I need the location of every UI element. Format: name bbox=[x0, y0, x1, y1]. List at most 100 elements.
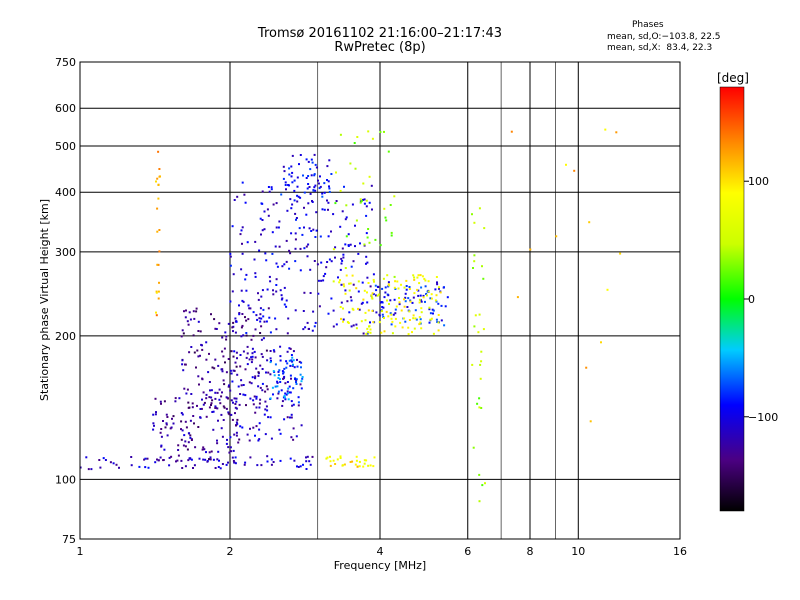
data-point bbox=[395, 305, 398, 308]
data-point bbox=[252, 311, 255, 314]
data-point bbox=[198, 457, 201, 460]
data-point bbox=[290, 175, 293, 178]
data-point bbox=[325, 457, 328, 460]
data-point bbox=[157, 290, 160, 293]
data-point bbox=[372, 278, 375, 281]
data-point bbox=[227, 358, 230, 360]
data-point bbox=[240, 326, 243, 329]
data-point bbox=[243, 193, 246, 196]
data-point bbox=[184, 363, 186, 366]
data-point bbox=[403, 305, 406, 308]
data-point bbox=[321, 195, 324, 198]
data-point bbox=[305, 245, 308, 248]
data-point bbox=[379, 244, 382, 247]
data-point bbox=[424, 300, 426, 303]
data-point bbox=[156, 263, 159, 266]
data-point bbox=[326, 179, 328, 181]
data-point bbox=[249, 397, 252, 400]
data-point bbox=[299, 465, 302, 468]
data-point bbox=[327, 201, 330, 204]
data-point bbox=[273, 374, 276, 377]
data-point bbox=[377, 293, 380, 296]
data-point bbox=[375, 311, 378, 314]
data-point bbox=[416, 288, 419, 291]
data-point bbox=[291, 171, 294, 174]
data-point bbox=[259, 307, 262, 310]
data-point bbox=[474, 314, 477, 317]
data-point bbox=[240, 384, 243, 387]
data-point bbox=[430, 293, 433, 296]
data-point bbox=[203, 401, 206, 404]
data-point bbox=[239, 425, 242, 428]
data-point bbox=[269, 373, 272, 376]
data-point bbox=[378, 313, 381, 316]
data-point bbox=[431, 308, 434, 311]
data-point bbox=[225, 335, 228, 338]
data-point bbox=[412, 274, 415, 277]
data-point bbox=[289, 198, 292, 201]
data-point bbox=[295, 379, 298, 382]
data-point bbox=[258, 438, 261, 441]
data-point bbox=[351, 307, 354, 310]
data-point bbox=[311, 161, 314, 164]
data-point bbox=[473, 260, 476, 263]
data-point bbox=[420, 327, 423, 330]
data-point bbox=[190, 393, 193, 395]
data-point bbox=[231, 225, 234, 228]
data-point bbox=[296, 194, 299, 197]
data-point bbox=[246, 433, 249, 436]
data-point bbox=[164, 426, 167, 429]
data-point bbox=[386, 274, 389, 277]
data-point bbox=[389, 312, 392, 315]
data-point bbox=[418, 298, 421, 301]
data-point bbox=[280, 294, 283, 297]
data-point bbox=[271, 386, 274, 389]
data-point bbox=[248, 439, 251, 442]
data-point bbox=[307, 328, 310, 330]
data-point bbox=[180, 420, 183, 423]
data-point bbox=[283, 286, 286, 289]
data-point bbox=[435, 318, 438, 321]
data-point bbox=[297, 466, 300, 468]
data-point bbox=[275, 262, 278, 265]
data-point bbox=[262, 308, 265, 311]
data-point bbox=[170, 455, 173, 458]
data-point bbox=[369, 331, 372, 334]
data-point bbox=[231, 290, 234, 293]
data-point bbox=[239, 354, 242, 356]
data-point bbox=[160, 402, 162, 405]
data-point bbox=[282, 165, 285, 168]
data-point bbox=[418, 282, 421, 285]
data-point bbox=[332, 325, 335, 328]
data-point bbox=[360, 320, 363, 323]
data-point bbox=[224, 361, 226, 364]
data-point bbox=[363, 244, 366, 247]
data-point bbox=[418, 301, 421, 304]
data-point bbox=[192, 467, 194, 469]
data-point bbox=[258, 249, 261, 252]
data-point bbox=[420, 286, 423, 289]
data-point bbox=[165, 422, 168, 425]
data-point bbox=[426, 294, 428, 297]
data-point bbox=[284, 382, 287, 385]
data-point bbox=[332, 309, 335, 312]
data-point bbox=[245, 332, 248, 334]
data-point bbox=[359, 242, 361, 245]
data-point bbox=[478, 207, 481, 210]
data-point bbox=[412, 317, 415, 320]
data-point bbox=[218, 322, 221, 325]
data-point bbox=[295, 218, 297, 221]
data-point bbox=[285, 299, 288, 302]
data-point bbox=[354, 224, 356, 227]
data-point bbox=[254, 240, 257, 243]
data-point bbox=[258, 406, 261, 409]
data-point bbox=[383, 296, 386, 299]
data-point bbox=[248, 381, 251, 384]
data-point bbox=[350, 299, 353, 302]
data-point bbox=[392, 313, 395, 316]
data-point bbox=[254, 377, 256, 380]
data-point bbox=[227, 412, 230, 415]
x-axis-ticks: 1 2 4 6 8 10 16 bbox=[77, 545, 688, 558]
data-point bbox=[269, 357, 272, 360]
data-point bbox=[177, 454, 180, 457]
